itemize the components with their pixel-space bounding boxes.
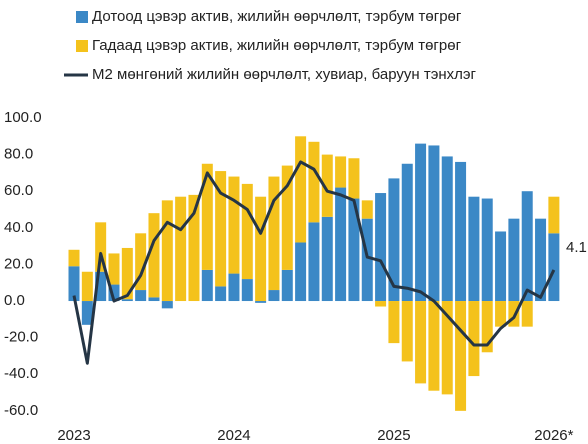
bar (348, 158, 360, 199)
bar (495, 301, 507, 327)
bar (375, 301, 387, 307)
bar (95, 222, 107, 272)
x-tick-label: 2023 (57, 427, 90, 444)
y-tick-label: 0.0 (4, 292, 25, 309)
bar (175, 196, 187, 302)
bar (108, 284, 120, 302)
bar (135, 233, 147, 291)
bar (401, 301, 413, 362)
bar (508, 218, 520, 302)
bar (361, 218, 373, 302)
bar (228, 176, 240, 274)
bar (201, 163, 213, 270)
bar (348, 198, 360, 302)
bar (135, 290, 147, 302)
bar (281, 165, 293, 270)
bar (228, 273, 240, 302)
legend-label: Гадаад цэвэр актив, жилийн өөрчлөлт, тэр… (92, 37, 462, 54)
bar (428, 145, 440, 302)
bar (241, 279, 253, 302)
bar (321, 216, 333, 302)
y-tick-label: -20.0 (4, 329, 38, 346)
bar (161, 301, 173, 309)
bar (481, 301, 493, 353)
bar (388, 178, 400, 302)
bar (81, 271, 93, 302)
bar (121, 247, 133, 300)
bar (148, 297, 160, 302)
bar (255, 301, 267, 303)
y-tick-label: 80.0 (4, 146, 33, 163)
bar (161, 200, 173, 302)
bar (215, 171, 227, 287)
bar (361, 200, 373, 219)
legend-swatch (76, 40, 88, 52)
bar (428, 301, 440, 391)
bar (535, 218, 547, 302)
bar (268, 176, 280, 291)
bar (508, 301, 520, 327)
bar (441, 156, 453, 302)
bar (415, 143, 427, 302)
bar (455, 301, 467, 411)
bar (401, 163, 413, 302)
bar (188, 194, 200, 302)
bar (281, 269, 293, 302)
bar (388, 301, 400, 344)
y-tick-label: 100.0 (4, 109, 42, 126)
bar (548, 196, 560, 234)
bar (215, 286, 227, 302)
bar (255, 196, 267, 302)
bar (308, 141, 320, 223)
x-tick-label: 2024 (217, 427, 250, 444)
bar (68, 249, 80, 267)
bar (241, 183, 253, 280)
bar (308, 222, 320, 302)
bar (481, 198, 493, 302)
y-tick-label: -60.0 (4, 402, 38, 419)
bar (468, 301, 480, 377)
legend-label: M2 мөнгөний жилийн өөрчлөлт, хувиар, бар… (92, 66, 477, 83)
annotation: 4.1 (566, 239, 587, 256)
bar (375, 193, 387, 302)
bar (95, 271, 107, 302)
y-tick-label: 40.0 (4, 219, 33, 236)
y-tick-label: 20.0 (4, 255, 33, 272)
bar (468, 196, 480, 302)
bar (108, 253, 120, 285)
bar (548, 233, 560, 302)
y-tick-label: 60.0 (4, 182, 33, 199)
bar (295, 242, 307, 302)
line (72, 160, 556, 365)
bar (335, 187, 347, 302)
bar (68, 266, 80, 302)
bar (81, 301, 93, 325)
bar (295, 136, 307, 243)
x-tick-label: 2025 (377, 427, 410, 444)
bar (121, 299, 133, 302)
bar (415, 301, 427, 384)
x-tick-label: 2026* (534, 427, 573, 444)
bar (148, 213, 160, 298)
bar (268, 290, 280, 302)
bar (321, 154, 333, 217)
legend-swatch (76, 11, 88, 23)
y-tick-label: -40.0 (4, 365, 38, 382)
bar (521, 191, 533, 302)
legend-label: Дотоод цэвэр актив, жилийн өөрчлөлт, тэр… (92, 8, 462, 25)
bar (521, 301, 533, 327)
bar (201, 269, 213, 302)
bar (441, 301, 453, 395)
bar (455, 161, 467, 302)
bar (495, 231, 507, 302)
bar (335, 156, 347, 188)
